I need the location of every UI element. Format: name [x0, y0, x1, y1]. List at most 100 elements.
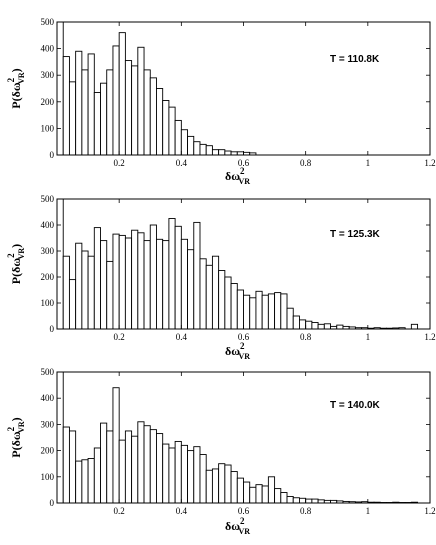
histogram-bar	[180, 444, 189, 504]
histogram-bar	[137, 46, 145, 156]
y-tick-label: 200	[41, 446, 55, 456]
histogram-bar	[187, 135, 195, 156]
histogram-bar	[118, 234, 126, 330]
histogram-bar	[56, 371, 64, 504]
histogram-bar	[180, 238, 189, 330]
histogram-bar	[224, 464, 232, 504]
histogram-bar	[187, 450, 195, 504]
histogram-bar	[118, 32, 126, 156]
y-tick-label: 300	[41, 246, 55, 256]
histogram-bar	[81, 459, 89, 504]
y-tick-label: 200	[41, 97, 55, 107]
histogram-bar	[56, 21, 64, 156]
histogram-bar	[168, 447, 176, 504]
histogram-bar	[124, 237, 133, 330]
histogram-bar	[218, 463, 226, 504]
histogram-bar	[286, 307, 294, 330]
x-tick-label: 0.6	[238, 332, 250, 342]
histogram-bar	[193, 221, 201, 330]
histogram-bar	[299, 497, 307, 504]
histogram-bar	[56, 198, 64, 330]
histogram-bar	[224, 150, 232, 156]
histogram-bar	[162, 240, 170, 330]
x-tick-label: 1	[366, 158, 371, 168]
histogram-bar	[106, 69, 114, 156]
histogram-bar	[131, 65, 139, 156]
histogram-bar	[93, 92, 101, 156]
histogram-bar	[230, 283, 238, 330]
histogram-bar	[87, 53, 95, 156]
x-tick-label: 0.2	[114, 506, 125, 516]
histogram-bar	[75, 460, 83, 504]
histogram-bar	[149, 224, 157, 330]
x-tick-label: 1	[366, 332, 371, 342]
y-axis-label: P(δω2VR)	[6, 244, 26, 284]
histogram-bar	[62, 426, 70, 504]
chart-panel-3: 0 100 200 300 400 500 0.2 0.4 0.6 0.8 1 1.2 T = 140.…	[6, 367, 436, 536]
histogram-bar	[137, 232, 145, 330]
histogram-bar	[75, 242, 83, 330]
y-tick-label: 400	[41, 220, 55, 230]
temperature-annotation: T = 125.3K	[330, 229, 381, 240]
y-tick-label: 500	[41, 367, 55, 377]
histogram-bar	[224, 276, 232, 330]
histogram-bar	[143, 69, 151, 156]
histogram-bar	[162, 443, 170, 504]
y-tick-label: 500	[41, 17, 55, 27]
y-tick-label: 300	[41, 70, 55, 80]
histogram-bar	[143, 240, 151, 330]
y-tick-label: 0	[50, 498, 55, 508]
x-tick-label: 0.8	[300, 158, 312, 168]
x-tick-label: 1.2	[424, 332, 435, 342]
histogram-bar	[112, 233, 120, 330]
histogram-bar	[112, 45, 120, 156]
y-tick-label: 400	[41, 393, 55, 403]
x-tick-label: 0.6	[238, 506, 250, 516]
histogram-bar	[156, 433, 164, 504]
y-tick-label: 500	[41, 194, 55, 204]
histogram-bars	[56, 198, 419, 330]
histogram-bar	[274, 488, 282, 504]
x-tick-label: 1.2	[424, 506, 435, 516]
histogram-bar	[249, 486, 257, 504]
y-tick-label: 400	[41, 44, 55, 54]
histogram-bar	[236, 477, 244, 504]
x-axis-label: δω2 VR	[225, 516, 250, 536]
histogram-bar	[205, 469, 213, 504]
x-tick-label: 0.8	[300, 506, 312, 516]
histogram-bar	[156, 238, 164, 330]
histogram-bar	[292, 315, 300, 330]
histogram-bar	[149, 77, 157, 156]
x-tick-label: 1	[366, 506, 371, 516]
histogram-bar	[174, 225, 182, 330]
histogram-bar	[174, 440, 182, 504]
histogram-bar	[317, 323, 325, 330]
histogram-bar	[62, 56, 70, 156]
temperature-annotation: T = 110.8K	[330, 54, 380, 65]
histogram-bar	[410, 323, 419, 330]
histogram-bar	[106, 260, 114, 330]
histogram-bar	[87, 255, 95, 330]
histogram-bar	[68, 430, 77, 504]
histogram-bar	[211, 149, 220, 156]
y-tick-label: 200	[41, 272, 55, 282]
histogram-bar	[336, 324, 344, 330]
histogram-bar	[311, 322, 319, 330]
histogram-bar	[168, 218, 176, 330]
x-tick-label: 0.8	[300, 332, 312, 342]
histogram-bar	[267, 476, 276, 504]
histogram-bar	[93, 447, 101, 504]
histogram-bar	[199, 143, 207, 156]
histogram-bar	[174, 119, 182, 156]
histogram-bar	[106, 430, 114, 504]
histogram-bar	[286, 496, 294, 504]
histogram-bar	[62, 255, 70, 330]
histogram-bar	[255, 290, 263, 330]
histogram-bar	[100, 422, 108, 504]
y-tick-label: 100	[41, 298, 55, 308]
y-tick-label: 100	[41, 472, 55, 482]
y-tick-label: 0	[50, 150, 55, 160]
histogram-bar	[199, 258, 207, 330]
y-axis-label: P(δω2VR)	[6, 417, 26, 457]
